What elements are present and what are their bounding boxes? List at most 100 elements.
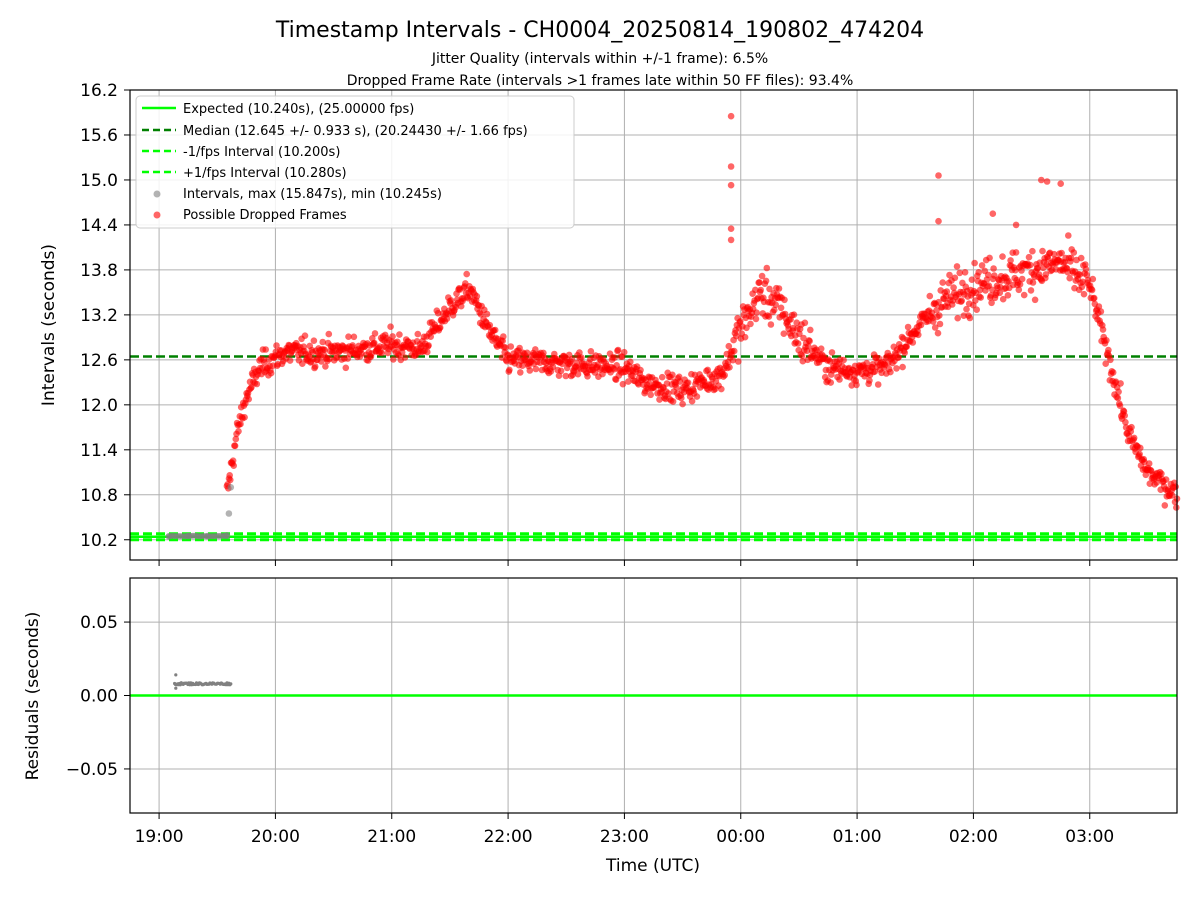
dropped-frame-point	[637, 366, 644, 374]
dropped-frame-point	[765, 313, 773, 320]
dropped-frame-point	[614, 346, 622, 354]
dropped-frame-point	[827, 379, 834, 386]
x-tick-label: 00:00	[716, 827, 765, 847]
dropped-frame-point	[262, 346, 270, 353]
dropped-frame-point	[434, 309, 442, 317]
chart-title: Timestamp Intervals - CH0004_20250814_19…	[275, 18, 924, 43]
residual-point	[174, 686, 178, 690]
dropped-frame-point	[576, 349, 583, 356]
dropped-frame-point	[523, 349, 531, 357]
dropped-frame-point	[1117, 380, 1124, 387]
dropped-frame-point	[321, 346, 329, 354]
intervals-y-ticks: 10.2 10.8 11.4 12.0 12.6 13.2 13.8 14.4 15.0 15.6…	[80, 81, 130, 551]
legend-median-label: Median (12.645 +/- 0.933 s), (20.24430 +…	[183, 124, 528, 139]
dropped-frame-point	[766, 285, 773, 293]
interval-point	[225, 510, 233, 517]
dropped-frame-outlier	[727, 112, 735, 120]
dropped-frame-point	[1077, 254, 1085, 262]
dropped-frame-point	[901, 349, 908, 357]
intervals-y-tick-label: 13.8	[80, 261, 118, 281]
dropped-frame-point	[946, 271, 953, 279]
dropped-frame-outlier	[1012, 221, 1020, 229]
dropped-frame-point	[311, 363, 319, 370]
legend-dropped-label: Possible Dropped Frames	[183, 208, 347, 223]
dropped-frame-point	[1050, 250, 1058, 258]
dropped-frame-point	[502, 344, 509, 351]
intervals-points	[165, 112, 1181, 540]
dropped-frame-point	[737, 318, 744, 325]
x-tick-label: 21:00	[367, 827, 416, 847]
dropped-frame-point	[939, 279, 946, 286]
dropped-frame-point	[1070, 249, 1078, 256]
dropped-frame-point	[463, 270, 471, 278]
dropped-frame-point	[1090, 294, 1098, 302]
dropped-frame-point	[483, 310, 491, 318]
dropped-frame-point	[679, 400, 686, 408]
dropped-frame-point	[899, 363, 906, 371]
dropped-frame-point	[1007, 257, 1014, 264]
dropped-frame-point	[772, 301, 779, 309]
dropped-frame-outlier	[727, 163, 735, 170]
dropped-frame-point	[517, 369, 524, 376]
dropped-frame-point	[1088, 286, 1096, 294]
x-axis-label: Time (UTC)	[605, 856, 700, 876]
intervals-y-tick-label: 12.0	[80, 396, 118, 416]
dropped-frame-point	[961, 269, 969, 276]
dropped-frame-point	[826, 358, 834, 365]
dropped-frame-point	[971, 259, 978, 267]
dropped-frame-point	[903, 343, 910, 351]
residuals-y-tick-label: 0.00	[80, 687, 118, 707]
dropped-frame-point	[988, 299, 995, 307]
dropped-frame-point	[893, 365, 900, 372]
intervals-y-tick-label: 10.2	[80, 531, 118, 551]
interval-point	[227, 484, 235, 491]
residuals-plot: 0.05 0.00 −0.05 19:00 20:00 21:00 22:00 23:00 0…	[23, 577, 1178, 876]
dropped-frame-point	[1146, 480, 1154, 488]
dropped-frame-point	[1016, 281, 1024, 288]
dropped-frame-point	[647, 391, 654, 399]
intervals-y-tick-label: 10.8	[80, 486, 118, 506]
dropped-frame-point	[915, 331, 922, 339]
dropped-frame-point	[1103, 337, 1110, 344]
dropped-frame-point	[752, 315, 760, 323]
dropped-frame-point	[1083, 271, 1090, 279]
dropped-frame-point	[232, 435, 240, 443]
dropped-frame-point	[936, 320, 944, 328]
dropped-frame-point	[756, 279, 763, 286]
residuals-x-ticks: 19:00 20:00 21:00 22:00 23:00 00:00 01:00 02:00…	[135, 813, 1114, 847]
dropped-frame-point	[972, 297, 979, 304]
dropped-frame-point	[424, 348, 431, 356]
dropped-frame-point	[996, 289, 1004, 297]
dropped-frame-point	[507, 343, 515, 350]
dropped-frame-point	[526, 367, 534, 374]
intervals-y-tick-label: 11.4	[80, 441, 118, 461]
dropped-frame-point	[491, 326, 499, 334]
dropped-frame-outlier	[935, 217, 942, 225]
dropped-frame-point	[1027, 261, 1034, 269]
dropped-frame-point	[1027, 287, 1035, 294]
dropped-frame-point	[758, 272, 766, 280]
dropped-frame-point	[904, 323, 912, 331]
dropped-frame-point	[725, 342, 733, 350]
dropped-frame-point	[968, 276, 976, 284]
residuals-y-ticks: 0.05 0.00 −0.05	[66, 613, 130, 780]
residuals-y-label: Residuals (seconds)	[23, 612, 43, 781]
dropped-frame-point	[273, 342, 280, 349]
dropped-frame-point	[1034, 265, 1042, 272]
dropped-frame-point	[684, 379, 692, 387]
dropped-frame-point	[390, 356, 397, 363]
intervals-y-tick-label: 15.6	[80, 126, 118, 146]
dropped-frame-point	[721, 371, 728, 379]
dropped-frame-point	[230, 462, 237, 470]
dropped-frame-point	[775, 285, 783, 292]
dropped-frame-point	[1130, 434, 1138, 442]
dropped-frame-point	[473, 293, 481, 300]
dropped-frame-point	[936, 312, 943, 319]
dropped-frame-point	[729, 356, 737, 364]
dropped-frame-point	[584, 373, 591, 380]
dropped-frame-point	[318, 358, 325, 365]
dropped-frame-point	[396, 331, 403, 338]
dropped-frame-outlier	[727, 225, 735, 232]
residual-point	[174, 673, 178, 677]
dropped-frame-point	[578, 354, 585, 361]
